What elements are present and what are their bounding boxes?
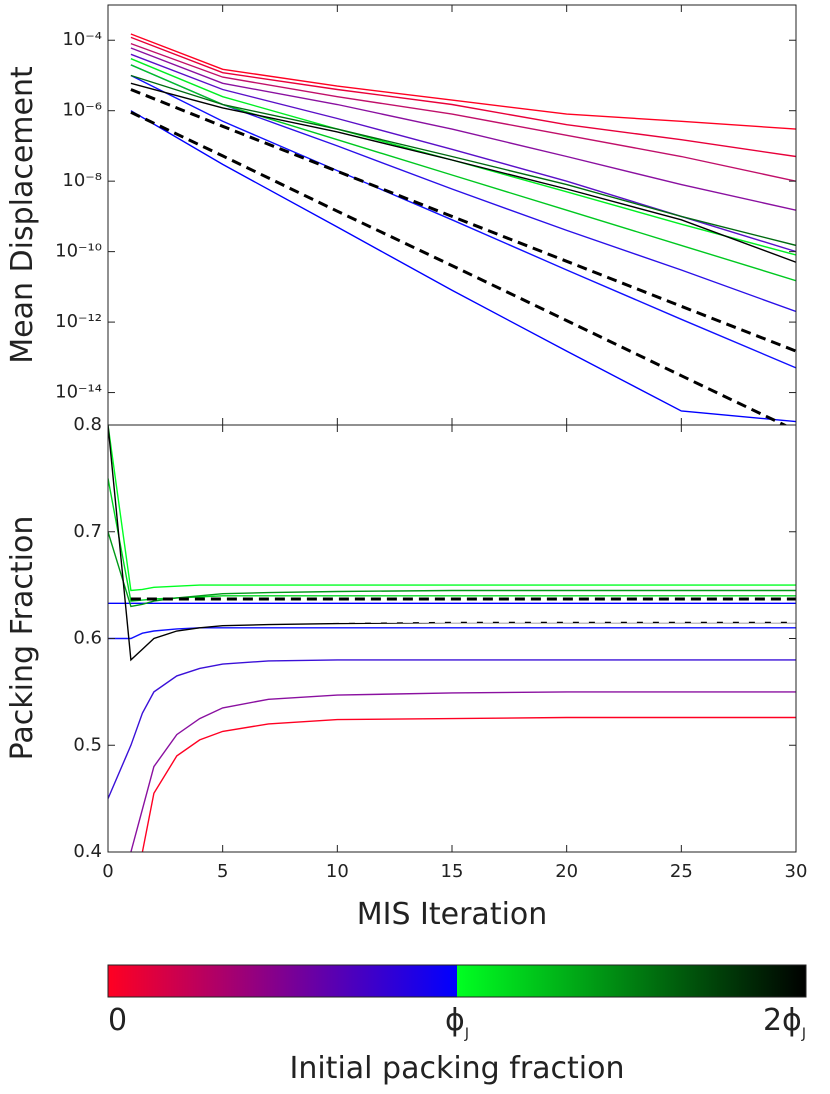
y-axis-label: Mean Displacement (5, 66, 40, 364)
x-tick-label: 0 (102, 861, 113, 882)
y-tick-label: 0.7 (73, 521, 102, 542)
series-group (130, 33, 796, 425)
series-group (108, 425, 796, 852)
line (130, 110, 796, 423)
y-tick-label: 0.4 (73, 841, 102, 862)
x-tick-label: 10 (326, 861, 349, 882)
y-tick-label: 0.8 (73, 414, 102, 435)
colorbar-tick-label: ϕJ (445, 1003, 469, 1042)
line (108, 531, 796, 608)
x-axis-label: MIS Iteration (357, 897, 548, 932)
line (130, 33, 796, 130)
line (108, 478, 796, 602)
line (130, 110, 788, 425)
tick-text: ϕ (445, 1003, 465, 1038)
colorbar-label: Initial packing fraction (289, 1051, 624, 1086)
line (130, 64, 796, 282)
y-tick-label: 0.5 (73, 734, 102, 755)
colorbar (107, 964, 807, 998)
colorbar-tick-label: 0 (108, 1003, 127, 1038)
tick-subscript: J (801, 1026, 806, 1042)
line (130, 47, 796, 211)
tick-subscript: J (464, 1026, 469, 1042)
line (130, 691, 796, 852)
line (108, 659, 796, 799)
x-tick-label: 20 (555, 861, 578, 882)
y-tick-label: 10⁻⁸ (62, 170, 102, 191)
y-tick-label: 10⁻⁴ (62, 29, 102, 50)
line (130, 82, 796, 263)
x-tick-label: 5 (217, 861, 228, 882)
line (108, 627, 796, 640)
y-tick-label: 0.6 (73, 628, 102, 649)
y-tick-label: 10⁻¹² (55, 311, 102, 332)
line (108, 425, 796, 662)
x-tick-label: 25 (670, 861, 693, 882)
y-axis-label: Packing Fraction (5, 516, 40, 761)
x-tick-label: 15 (441, 861, 464, 882)
line (130, 74, 796, 369)
y-tick-label: 10⁻¹⁰ (55, 241, 102, 262)
colorbar-tick-label: 2ϕJ (763, 1003, 806, 1042)
line (130, 36, 796, 158)
tick-text: 0 (108, 1003, 127, 1038)
y-tick-label: 10⁻¹⁴ (55, 382, 102, 403)
line (130, 74, 796, 247)
x-tick-label: 30 (785, 861, 808, 882)
line (108, 425, 796, 592)
line (130, 88, 796, 353)
y-tick-label: 10⁻⁶ (62, 100, 102, 121)
line (130, 42, 796, 182)
plot-frame (107, 424, 797, 853)
line (141, 716, 796, 852)
tick-text: 2ϕ (763, 1003, 802, 1038)
